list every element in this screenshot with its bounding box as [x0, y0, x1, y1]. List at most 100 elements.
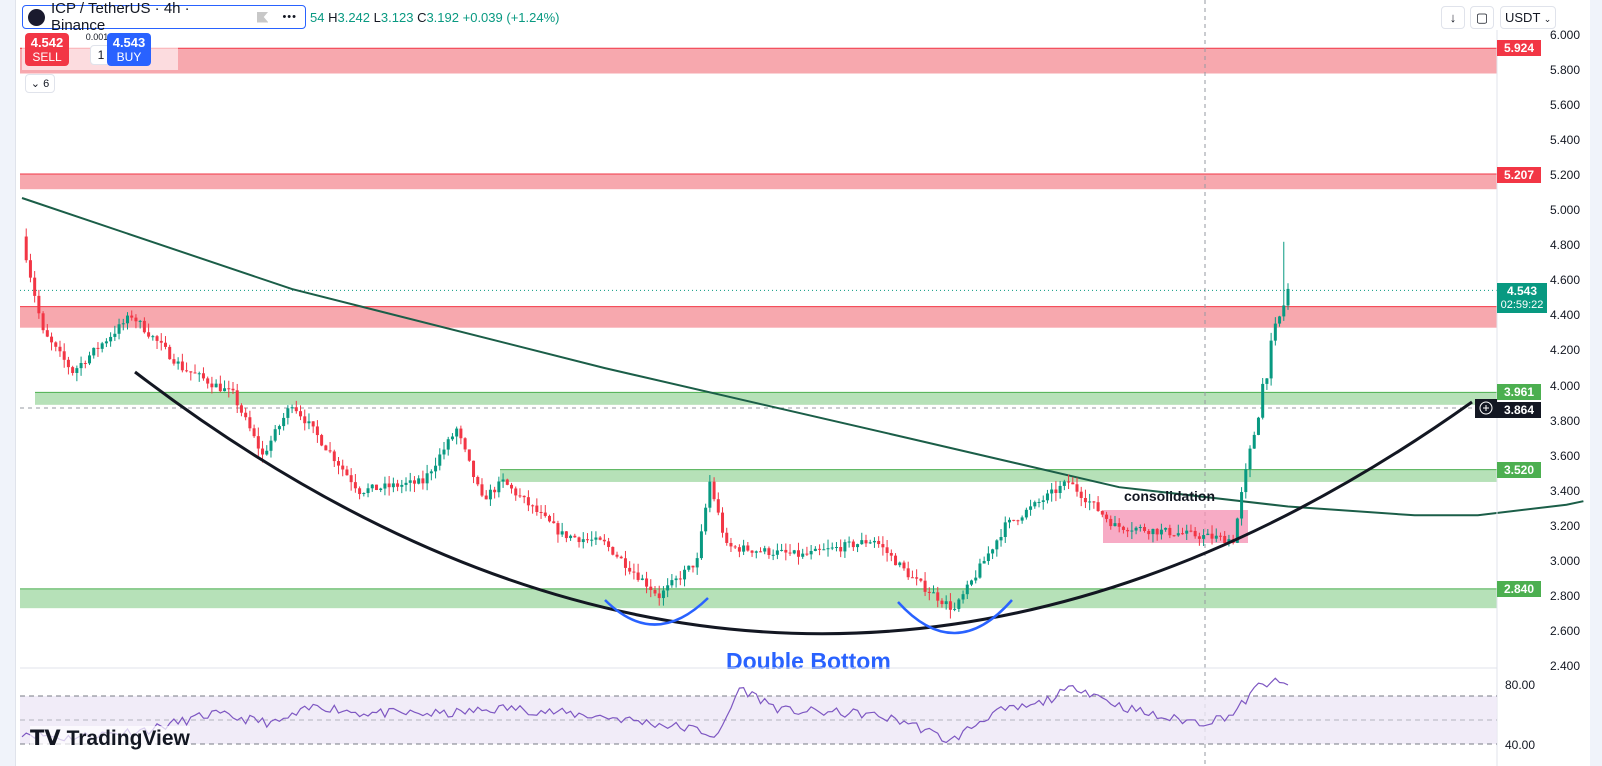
candle-body: [712, 481, 716, 500]
support-zone: [35, 392, 1497, 405]
candle-body: [801, 553, 805, 557]
candle-body: [1223, 535, 1227, 544]
candle-body: [180, 361, 184, 371]
candle-body: [332, 451, 336, 462]
candle-body: [155, 336, 159, 341]
double-bottom-arc-1: [604, 597, 709, 626]
candle-body: [497, 481, 501, 493]
candle-body: [636, 572, 640, 580]
tradingview-logo[interactable]: 𝗧𝗩 TradingView: [30, 726, 190, 751]
candle-body: [1286, 288, 1290, 306]
fullscreen-button[interactable]: ▢: [1470, 6, 1494, 29]
candle-body: [459, 428, 463, 439]
rsi-tick: 40.00: [1505, 738, 1536, 752]
candle-body: [687, 565, 691, 570]
candle-body: [535, 505, 539, 512]
candle-body: [607, 541, 611, 547]
candle-body: [653, 590, 657, 594]
candle-body: [750, 550, 754, 553]
price-tick: 3.000: [1550, 553, 1581, 568]
candle-body: [978, 563, 982, 578]
candle-body: [83, 362, 87, 364]
candle-body: [480, 484, 484, 496]
candle-body: [100, 343, 104, 349]
candle-body: [834, 547, 838, 549]
candle-body: [1240, 492, 1244, 519]
candle-body: [374, 484, 378, 491]
price-tick: 6.000: [1550, 27, 1581, 42]
left-toolbar[interactable]: [0, 0, 16, 766]
candle-body: [239, 405, 243, 413]
indicators-collapse-button[interactable]: ⌄ 6: [25, 74, 55, 93]
candle-body: [510, 484, 514, 489]
quantity-input[interactable]: 1: [90, 45, 112, 65]
candle-body: [425, 473, 429, 484]
candle-body: [1159, 529, 1163, 535]
candle-body: [531, 505, 535, 507]
price-tick: 5.600: [1550, 98, 1581, 113]
rsi-line: [21, 677, 1289, 744]
candle-body: [353, 482, 357, 489]
candle-body: [467, 449, 471, 461]
chevron-down-icon: ⌄: [30, 78, 44, 90]
candle-body: [62, 351, 66, 360]
price-tick: 2.600: [1550, 623, 1581, 638]
candle-body: [387, 483, 391, 488]
candle-body: [1088, 501, 1092, 503]
candle-body: [1189, 530, 1193, 532]
flag-icon[interactable]: [256, 11, 269, 23]
candle-body: [223, 388, 227, 392]
crosshair-add-button[interactable]: [1475, 399, 1497, 418]
candle-body: [936, 592, 940, 601]
candle-body: [151, 336, 155, 338]
candle-body: [362, 493, 366, 495]
candle-body: [902, 562, 906, 569]
candle-body: [628, 567, 632, 572]
candle-body: [126, 315, 129, 324]
candle-body: [303, 416, 307, 424]
candle-body: [872, 540, 876, 543]
candle-body: [1269, 340, 1273, 379]
candle-body: [746, 545, 750, 551]
arrow-down-icon: ↓: [1449, 10, 1457, 25]
candle-body: [729, 542, 733, 547]
candle-body: [273, 429, 277, 441]
candle-body: [472, 460, 476, 478]
resistance-label-2: 5.207: [1497, 167, 1541, 183]
symbol-text: ICP / TetherUS · 4h · Binance: [51, 0, 190, 34]
candle-body: [666, 585, 670, 591]
candle-body: [1121, 526, 1125, 530]
scroll-to-latest-button[interactable]: ↓: [1441, 6, 1465, 29]
candle-body: [227, 388, 231, 390]
chevron-down-icon: ⌄: [1543, 14, 1552, 24]
candle-body: [725, 532, 729, 543]
candle-body: [269, 440, 273, 451]
candle-body: [775, 550, 779, 555]
symbol-title[interactable]: ICP / TetherUS · 4h · Binance •••: [22, 0, 306, 34]
candle-body: [1092, 501, 1096, 503]
buy-button[interactable]: 4.543 BUY: [107, 33, 151, 66]
candle-body: [661, 590, 665, 599]
candle-body: [868, 542, 872, 544]
candle-body: [176, 361, 180, 364]
candle-body: [818, 548, 822, 550]
candle-body: [957, 599, 961, 609]
candle-body: [33, 277, 37, 296]
candle-body: [843, 542, 847, 552]
more-icon[interactable]: •••: [282, 11, 297, 23]
candle-body: [172, 359, 176, 364]
candle-body: [822, 549, 826, 551]
currency-select[interactable]: USDT ⌄: [1500, 6, 1556, 29]
candle-body: [261, 448, 265, 455]
candle-body: [1113, 523, 1117, 527]
candle-body: [189, 371, 193, 373]
candle-body: [434, 465, 438, 472]
candle-body: [826, 548, 830, 550]
candle-body: [851, 541, 855, 548]
candle-body: [109, 336, 113, 342]
candle-body: [860, 540, 864, 545]
price-tick: 2.400: [1550, 659, 1581, 674]
sell-button[interactable]: 4.542 SELL: [25, 33, 69, 66]
candle-body: [573, 535, 577, 538]
